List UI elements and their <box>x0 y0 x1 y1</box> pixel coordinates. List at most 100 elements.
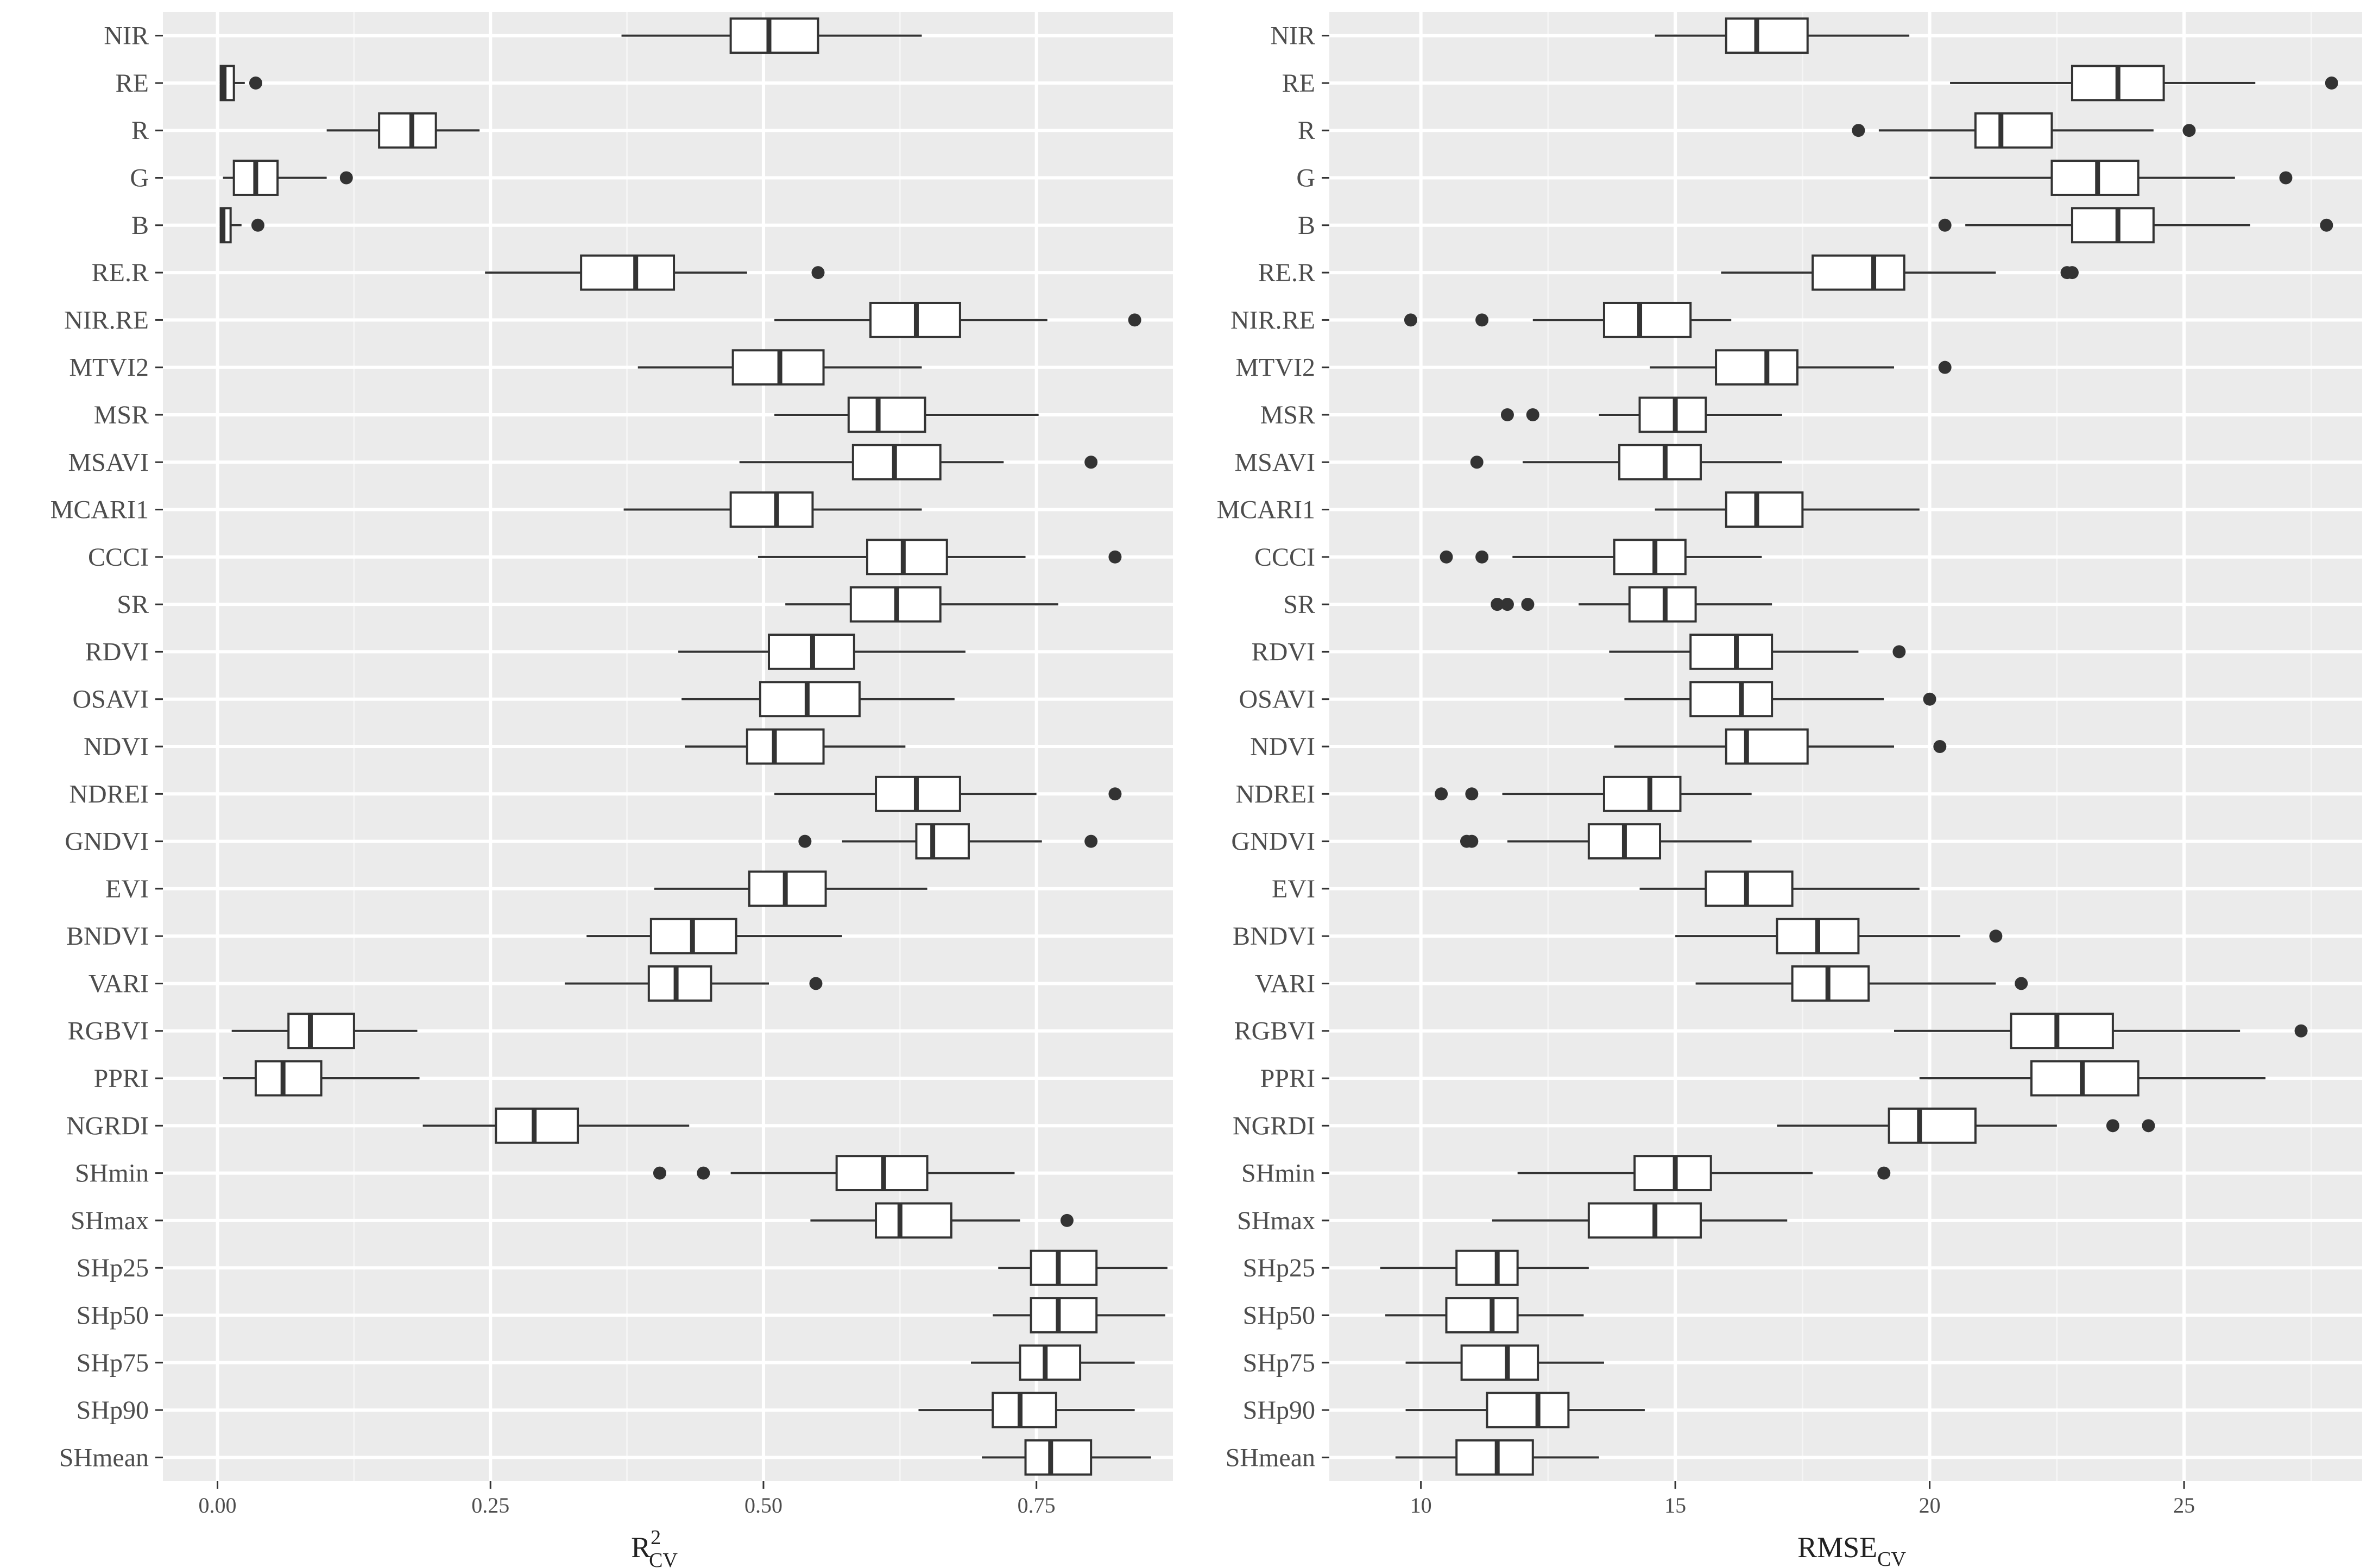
iqr-box <box>378 112 437 149</box>
iqr-box <box>1455 1439 1534 1476</box>
box-nir <box>621 17 922 54</box>
x-axis-title-r2cv: R2 CV <box>631 1526 678 1568</box>
category-label: NDVI <box>1250 732 1315 761</box>
box-mcari1 <box>623 491 922 528</box>
outlier-point <box>1108 787 1122 801</box>
iqr-box <box>2050 160 2140 196</box>
category-label: NDVI <box>84 732 149 761</box>
chart-panel-rmsecv: 10 15 20 25 NIR RE RGB RE.R NIR.RE MTVI2 MSR MSAVI M… <box>1217 12 2362 1518</box>
category-label: SR <box>1283 590 1315 619</box>
outlier-point <box>1500 598 1514 611</box>
box-shp90 <box>1405 1392 1645 1428</box>
box-shmax <box>1492 1202 1788 1239</box>
box-ppri <box>223 1060 420 1097</box>
outlier-point <box>1470 456 1484 469</box>
iqr-box <box>847 396 926 433</box>
iqr-box <box>1602 775 1682 812</box>
box-shmin <box>653 1155 1015 1192</box>
category-label: SHp90 <box>77 1396 149 1425</box>
box-msr <box>774 396 1039 433</box>
category-label: R <box>131 116 149 145</box>
outlier-point <box>1938 218 1952 232</box>
box-vari <box>1695 965 2028 1002</box>
x-tick-label: 20 <box>1919 1493 1941 1518</box>
box-g <box>223 160 353 196</box>
box-mtvi2 <box>1650 349 1952 386</box>
box-ngrdi <box>1777 1107 2155 1144</box>
category-label: NDREI <box>69 780 149 808</box>
category-label: RE <box>116 69 149 98</box>
outlier-point <box>2320 218 2333 232</box>
category-label: RE.R <box>1258 258 1315 287</box>
category-label: B <box>131 211 149 240</box>
iqr-box <box>1024 1439 1093 1476</box>
outlier-point <box>1084 456 1098 469</box>
category-label: NGRDI <box>66 1111 149 1140</box>
iqr-box <box>1725 491 1804 528</box>
outlier-point <box>1465 787 1479 801</box>
iqr-box <box>2010 1013 2114 1049</box>
category-label: MTVI2 <box>1235 353 1315 382</box>
box-gndvi <box>1460 823 1752 860</box>
x-tick-label: 0.50 <box>744 1493 782 1518</box>
box-shmax <box>810 1202 1074 1239</box>
iqr-box <box>1460 1344 1539 1381</box>
box-re-r <box>1721 254 2079 291</box>
category-label: BNDVI <box>1233 922 1315 951</box>
category-label: VARI <box>1255 969 1315 998</box>
box-nir-re <box>1404 301 1732 338</box>
outlier-point <box>2279 171 2293 185</box>
box-shmean <box>982 1439 1151 1476</box>
box-vari <box>564 965 823 1002</box>
category-label: OSAVI <box>1239 685 1315 714</box>
box-g <box>1929 160 2293 196</box>
iqr-box <box>915 823 970 860</box>
iqr-box <box>759 681 861 718</box>
category-label: G <box>130 164 149 193</box>
box-ndvi <box>1614 728 1947 765</box>
category-label: G <box>1296 164 1315 193</box>
x-tick-label: 0.75 <box>1018 1493 1056 1518</box>
category-label: SHp90 <box>1243 1396 1315 1425</box>
category-label: NIR.RE <box>64 306 149 334</box>
outlier-point <box>1435 787 1448 801</box>
box-shp25 <box>998 1249 1167 1286</box>
outlier-point <box>2325 76 2338 90</box>
box-b <box>1938 207 2333 244</box>
category-label: SHp25 <box>1243 1254 1315 1282</box>
box-shp50 <box>993 1297 1165 1333</box>
box-nir <box>1655 17 1910 54</box>
box-shmin <box>1517 1155 1891 1192</box>
category-label: SHp25 <box>77 1254 149 1282</box>
box-re <box>1950 65 2338 102</box>
category-label: RDVI <box>85 637 149 666</box>
category-label: EVI <box>1272 875 1315 903</box>
category-label: MCARI1 <box>1217 496 1315 524</box>
box-shp75 <box>971 1344 1135 1381</box>
iqr-box <box>1019 1344 1082 1381</box>
iqr-box <box>1705 870 1794 907</box>
box-msr <box>1500 396 1782 433</box>
category-label: SR <box>117 590 149 619</box>
box-ccci <box>1440 539 1762 576</box>
outlier-point <box>653 1166 666 1180</box>
box-nir-re <box>774 301 1141 338</box>
category-label: RE.R <box>92 258 149 287</box>
outlier-point <box>1128 313 1141 327</box>
category-label: EVI <box>105 875 149 903</box>
category-label: MSAVI <box>1235 448 1316 477</box>
category-label: CCCI <box>1254 543 1315 572</box>
outlier-point <box>1923 692 1936 706</box>
box-evi <box>654 870 927 907</box>
box-evi <box>1639 870 1920 907</box>
category-label: RGBVI <box>68 1017 149 1046</box>
iqr-box <box>729 491 814 528</box>
iqr-box <box>1689 633 1774 670</box>
iqr-box <box>2030 1060 2140 1097</box>
category-label: PPRI <box>94 1064 149 1093</box>
iqr-box <box>1030 1297 1098 1333</box>
outlier-point <box>1892 645 1906 659</box>
iqr-box <box>1638 396 1707 433</box>
box-mtvi2 <box>638 349 922 386</box>
